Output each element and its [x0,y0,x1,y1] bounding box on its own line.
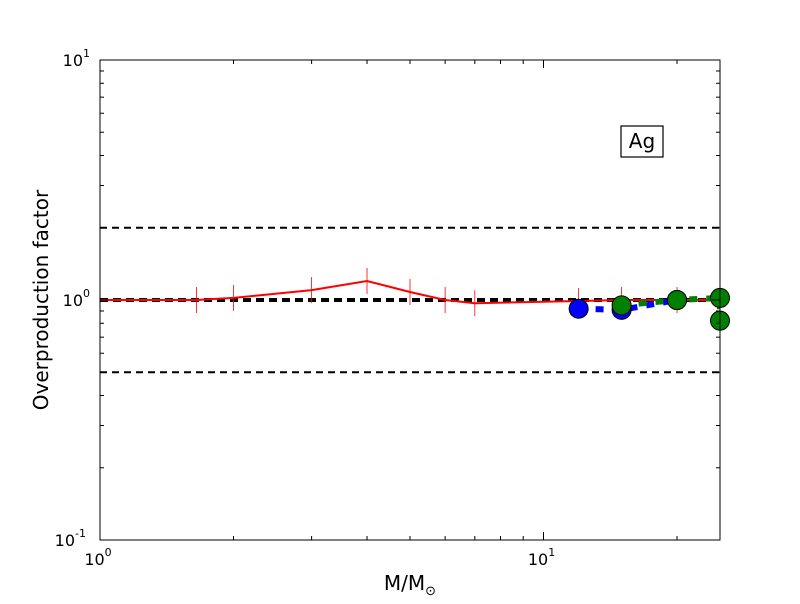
series-2 [611,287,730,331]
y-tick-label: 101 [63,47,90,70]
data-point [667,290,688,310]
x-axis-label-main: M/M [384,571,425,595]
x-axis-label-subscript: ⊙ [425,584,436,599]
x-tick-label: 101 [528,546,555,569]
y-tick-label: 10-1 [55,527,86,550]
data-point [611,295,632,316]
y-axis-label: Overproduction factor [29,189,53,410]
data-point [568,298,589,319]
y-tick-label: 100 [63,287,90,310]
annotation-label: Ag [629,129,655,153]
series-line-0 [100,279,720,305]
annotation-box: Ag [620,125,664,158]
x-axis-label: M/M⊙ [384,571,436,599]
reference-lines [100,226,720,374]
x-tick-label: 100 [84,546,111,569]
